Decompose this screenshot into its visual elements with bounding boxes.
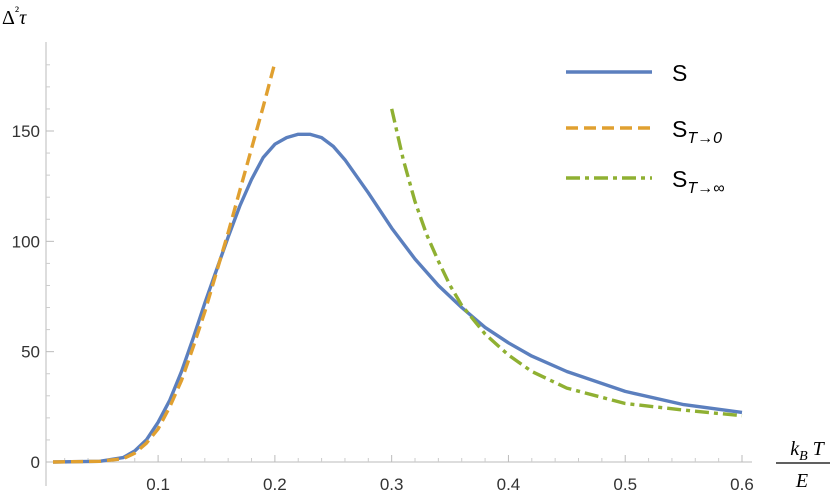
- y-tick-label: 100: [12, 232, 40, 251]
- legend-label-3: ST→∞: [672, 166, 725, 197]
- x-tick-label: 0.4: [497, 475, 521, 494]
- series-layer: [52, 62, 743, 464]
- x-tick-label: 0.2: [263, 475, 287, 494]
- x-tick-label: 0.6: [730, 475, 754, 494]
- x-axis-title: kB T E: [776, 438, 830, 492]
- y-tick-label: 50: [21, 343, 40, 362]
- axis-ticks: 0.1 0.2 0.3 0.4 0.5 0.6 0 50 100 150: [12, 64, 754, 494]
- plot-area: 0.1 0.2 0.3 0.4 0.5 0.6 0 50 100 150: [12, 42, 754, 494]
- y-tick-label: 0: [31, 453, 40, 472]
- y-tick-label: 150: [12, 122, 40, 141]
- series-line-1: [52, 132, 743, 464]
- x-axis-title-numerator: kB T: [790, 438, 825, 464]
- x-tick-label: 0.5: [613, 475, 637, 494]
- legend-label-1: S: [672, 60, 687, 86]
- x-tick-label: 0.1: [146, 475, 170, 494]
- x-axis-title-denominator: E: [795, 470, 808, 492]
- legend-label-2: ST→0: [672, 116, 722, 147]
- x-tick-label: 0.3: [380, 475, 404, 494]
- series-line-2: [52, 62, 277, 464]
- series-line-3: [390, 108, 743, 418]
- y-axis-title: Δ²τ: [2, 5, 27, 29]
- legend: S ST→0 ST→∞: [566, 60, 725, 197]
